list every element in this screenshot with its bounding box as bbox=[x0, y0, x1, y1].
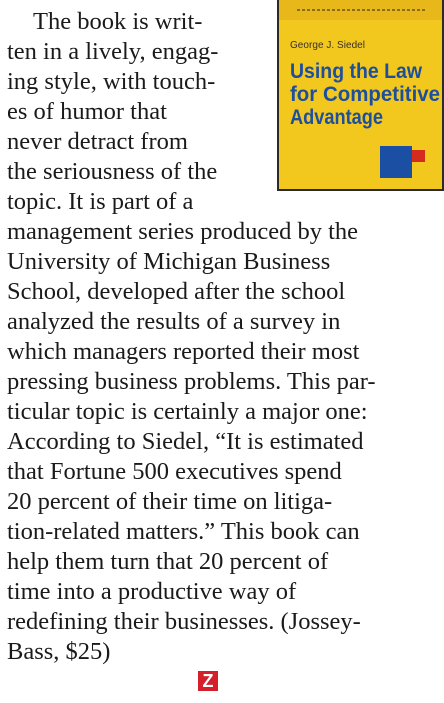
text-line: pressing business problems. This par- bbox=[7, 367, 376, 397]
text-line: ticular topic is certainly a major one: bbox=[7, 397, 368, 427]
text-line: According to Siedel, “It is estimated bbox=[7, 427, 364, 457]
text-line: ing style, with touch- bbox=[7, 67, 215, 97]
cover-author: George J. Siedel bbox=[290, 40, 365, 51]
cover-title-line: for Competitive bbox=[290, 83, 440, 106]
text-line: tion-related matters.” This book can bbox=[7, 517, 360, 547]
text-line: time into a productive way of bbox=[7, 577, 296, 607]
cover-blue-square bbox=[380, 146, 412, 178]
text-line: 20 percent of their time on litiga- bbox=[7, 487, 332, 517]
text-line: that Fortune 500 executives spend bbox=[7, 457, 342, 487]
text-line: es of humor that bbox=[7, 97, 167, 127]
end-mark: Z bbox=[198, 671, 218, 691]
text-line: University of Michigan Business bbox=[7, 247, 330, 277]
cover-red-square bbox=[411, 150, 425, 162]
text-line: redefining their businesses. (Jossey- bbox=[7, 607, 361, 637]
text-line: analyzed the results of a survey in bbox=[7, 307, 340, 337]
cover-title-line: Advantage bbox=[290, 106, 383, 129]
text-line: ten in a lively, engag- bbox=[7, 37, 218, 67]
text-line: which managers reported their most bbox=[7, 337, 359, 367]
text-line: management series produced by the bbox=[7, 217, 358, 247]
page: The book is writ-ten in a lively, engag-… bbox=[0, 0, 444, 703]
text-line: the seriousness of the bbox=[7, 157, 217, 187]
text-line: School, developed after the school bbox=[7, 277, 345, 307]
cover-title-line: Using the Law bbox=[290, 60, 423, 83]
text-line: never detract from bbox=[7, 127, 188, 157]
text-line: Bass, $25) bbox=[7, 637, 110, 667]
text-line: The book is writ- bbox=[33, 7, 202, 37]
text-line: help them turn that 20 percent of bbox=[7, 547, 328, 577]
text-line: topic. It is part of a bbox=[7, 187, 193, 217]
